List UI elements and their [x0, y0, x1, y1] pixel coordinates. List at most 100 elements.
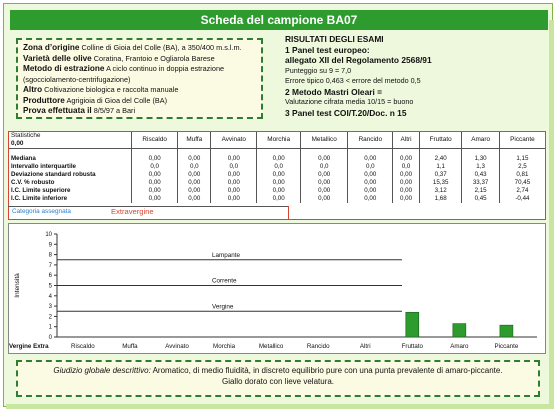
sheet-shadow-bottom — [6, 404, 554, 409]
table-cell: 0,00 — [300, 171, 349, 179]
info-row-zona: Zona d’origine Colline di Gioia del Coll… — [23, 43, 256, 54]
table-cell: 2,5 — [518, 163, 527, 170]
y-tick-label: 8 — [49, 253, 53, 259]
results-regulation: allegato XII del Regolamento 2568/91 — [285, 55, 432, 65]
table-cell: 0,0 — [256, 163, 301, 171]
judgement-heading: Giudizio globale descrittivo: — [53, 366, 151, 375]
table-cell: 0,0 — [131, 163, 179, 171]
table-cell: 1,68 — [419, 195, 463, 203]
table-cell: 1,15 — [516, 155, 529, 162]
page-title: Scheda del campione BA07 — [10, 10, 548, 30]
results-coi: 3 Panel test COI/T.20/Doc. n 15 — [285, 107, 407, 118]
x-tick-label: Rancido — [307, 343, 330, 350]
judgement-line-1: Giudizio globale descrittivo: Aromatico,… — [28, 365, 528, 376]
spacer-cell — [210, 148, 258, 155]
col-header: Avvinato — [210, 132, 258, 149]
info-row-metodo-cont: (sgocciolamento-centrifugazione) — [23, 75, 256, 86]
results-heading: RISULTATI DEGLI ESAMI — [285, 34, 384, 44]
table-cell: 0,00 — [210, 179, 258, 187]
intensity-chart: 0 1 2 3 4 5 6 7 8 9 10 Intensità Lampante Corrente Ver… — [9, 232, 537, 350]
table-cell: 0,00 — [210, 187, 258, 195]
table-row: C.V. % robusto 0,00 0,00 0,00 0,00 0,00 0,00 0,… — [9, 179, 545, 187]
info-row-metodo: Metodo di estrazione A ciclo continuo in… — [23, 64, 256, 75]
results-section: RISULTATI DEGLI ESAMI 1 Panel test europ… — [285, 34, 545, 118]
table-cell: 0,00 — [300, 187, 349, 195]
table-row: I.C. Limite superiore 0,00 0,00 0,00 0,00 0,0… — [9, 187, 545, 195]
table-cell: 0,00 — [392, 171, 420, 179]
y-tick-label: 6 — [49, 273, 53, 279]
judgement-line-2: Giallo dorato con lieve velatura. — [221, 377, 335, 386]
table-cell: 0,00 — [256, 187, 301, 195]
table-cell: 1,3 — [461, 163, 500, 171]
metodo-label: Metodo di estrazione — [23, 64, 105, 73]
row-label: I.C. Limite inferiore — [9, 195, 132, 203]
y-tick-label: 1 — [49, 325, 53, 331]
category-value: Extravergine — [111, 207, 154, 216]
statistics-spacer-row — [9, 148, 545, 155]
varieta-label: Varietà delle olive — [23, 53, 92, 63]
bar-fruttato — [405, 311, 420, 338]
table-cell: 0,00 — [392, 179, 420, 187]
x-tick-label: Piccante — [495, 343, 519, 350]
y-tick-label: 3 — [49, 304, 53, 310]
table-cell: 0,43 — [461, 171, 500, 179]
metodo-value-cont: (sgocciolamento-centrifugazione) — [23, 74, 131, 84]
zona-label: Zona d’origine — [23, 43, 80, 52]
col-header: Muffa — [177, 132, 212, 149]
table-cell: 0,00 — [347, 187, 394, 195]
table-cell: 0,0 — [177, 163, 212, 171]
table-cell: 2,40 — [419, 155, 463, 163]
x-tick-label: Amaro — [450, 343, 469, 350]
x-axis-first-label: Vergine Extra — [9, 343, 49, 350]
varieta-value: Coratina, Frantoio e Ogliarola Barese — [93, 53, 215, 63]
statistics-table: Statistiche 0,00 Riscaldo Muffa Avvinato… — [9, 132, 545, 203]
y-axis-label: Intensità — [14, 273, 21, 298]
x-tick-label: Morchia — [213, 343, 236, 350]
col-header: Amaro — [461, 132, 500, 149]
spacer-cell — [256, 148, 301, 155]
table-cell: 0,00 — [256, 179, 301, 187]
sheet-shadow-right — [549, 20, 554, 405]
table-cell: 0,81 — [516, 171, 529, 178]
reference-label: Vergine — [212, 303, 234, 310]
statistics-header-row: Statistiche 0,00 Riscaldo Muffa Avvinato… — [9, 132, 545, 149]
table-cell: 3,12 — [419, 187, 463, 195]
table-cell: 0,0 — [210, 163, 258, 171]
spacer-cell — [461, 148, 500, 155]
table-row: I.C. Limite inferiore 0,00 0,00 0,00 0,00 0,0… — [9, 195, 545, 203]
row-label: C.V. % robusto — [9, 179, 132, 187]
info-row-altro: Altro Coltivazione biologica e raccolta … — [23, 85, 256, 96]
results-error: Errore tipico 0,463 < errore del metodo … — [285, 76, 421, 85]
table-cell: 0,00 — [177, 171, 212, 179]
statistics-panel: Statistiche 0,00 Riscaldo Muffa Avvinato… — [8, 131, 546, 220]
col-header: Rancido — [347, 132, 394, 149]
table-cell: 0,00 — [131, 171, 179, 179]
table-cell: 0,00 — [300, 155, 349, 163]
y-tick-label: 2 — [49, 314, 53, 320]
table-cell: 1,1 — [419, 163, 463, 171]
row-label: Intervallo interquartile — [9, 163, 132, 171]
x-tick-label: Avvinato — [165, 343, 189, 350]
col-header: Metallico — [300, 132, 349, 149]
sample-info-box: Zona d’origine Colline di Gioia del Coll… — [16, 38, 263, 119]
judgement-text: Aromatico, di medio fluidità, in discret… — [150, 366, 503, 375]
y-tick-label: 9 — [49, 242, 53, 248]
table-cell: 0,00 — [256, 195, 301, 203]
spacer-cell — [9, 148, 132, 155]
y-tick-label: 5 — [49, 284, 53, 290]
table-cell: 0,00 — [177, 187, 212, 195]
table-cell: 0,00 — [347, 155, 394, 163]
table-cell: 0,00 — [392, 187, 420, 195]
spacer-cell — [177, 148, 212, 155]
col-header: Altri — [392, 132, 420, 149]
table-cell: 0,00 — [131, 155, 179, 163]
x-tick-label: Riscaldo — [71, 343, 95, 350]
table-cell: 15,35 — [419, 179, 463, 187]
spacer-cell — [347, 148, 394, 155]
table-cell: 0,00 — [392, 195, 420, 203]
table-cell: 0,37 — [419, 171, 463, 179]
y-tick-label: 4 — [49, 294, 53, 300]
row-label: Mediana — [9, 155, 132, 163]
metodo-value: A ciclo continuo in doppia estrazione — [106, 64, 225, 73]
produttore-label: Produttore — [23, 95, 65, 105]
